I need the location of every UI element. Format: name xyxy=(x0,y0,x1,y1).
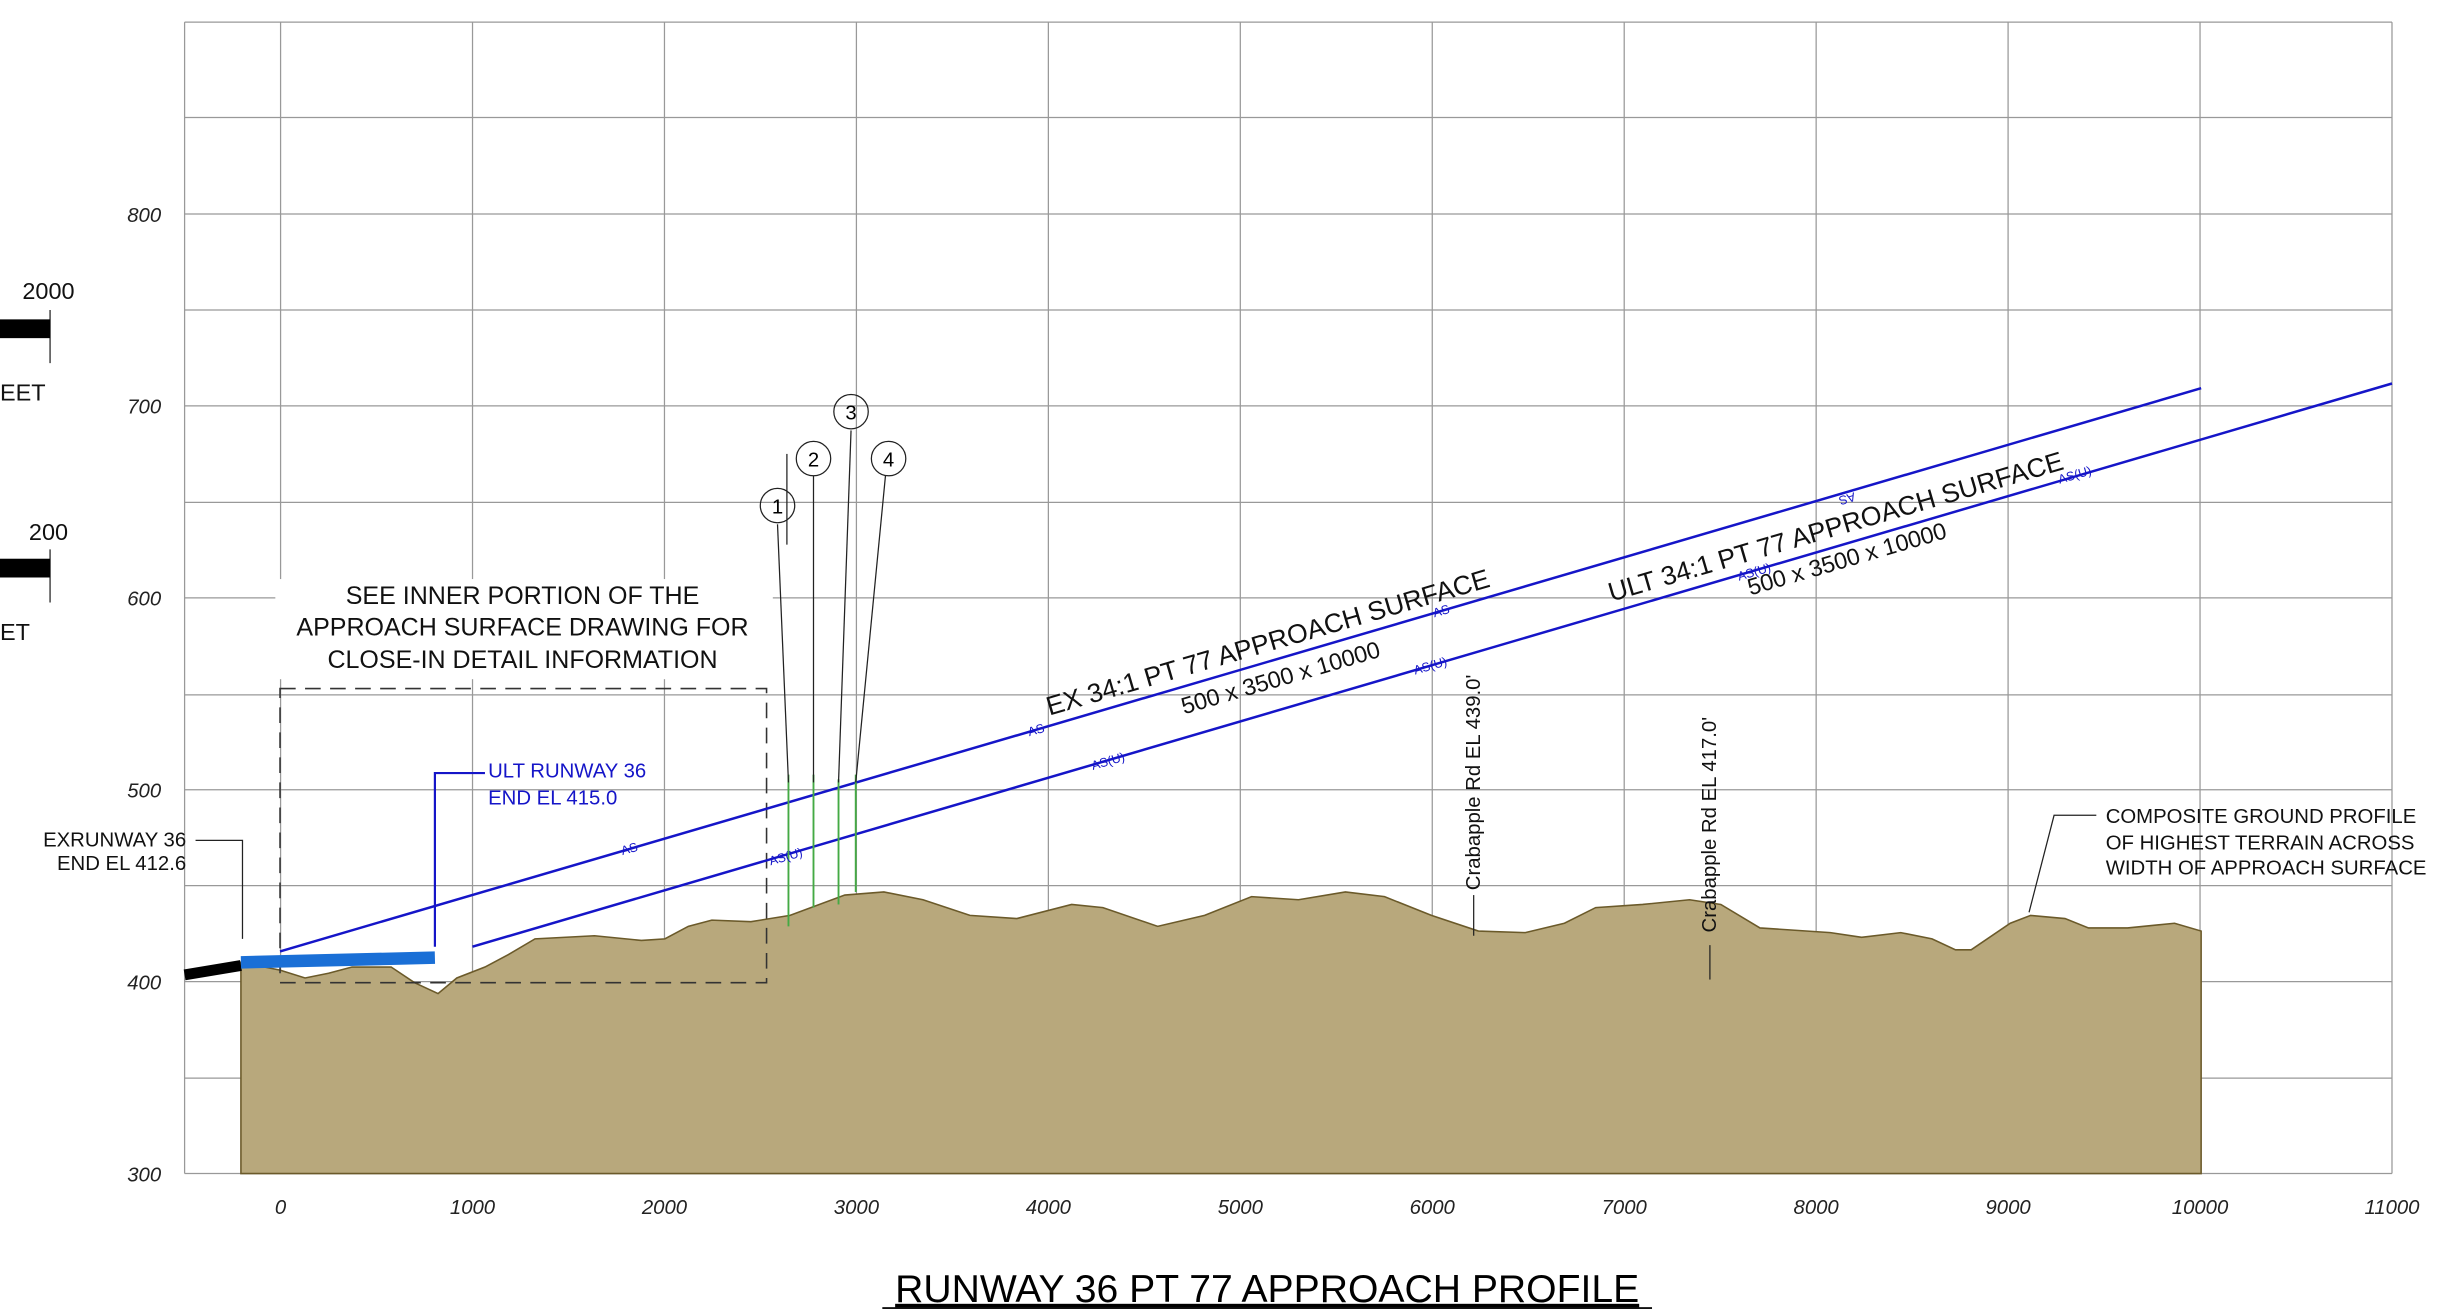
obstruction-bars xyxy=(787,774,857,927)
ult-runway xyxy=(240,951,436,969)
ground-label: COMPOSITE GROUND PROFILE xyxy=(2106,806,2417,828)
ult-runway-label: ULT RUNWAY 36 xyxy=(488,761,646,783)
x-tick-label: 9000 xyxy=(1985,1197,2031,1219)
note-line: CLOSE-IN DETAIL INFORMATION xyxy=(327,646,717,674)
ult-surface-label: ULT 34:1 PT 77 APPROACH SURFACE xyxy=(1605,446,2067,607)
scale-label: 200 xyxy=(29,519,68,545)
x-tick-label: 10000 xyxy=(2172,1197,2229,1219)
note-line: APPROACH SURFACE DRAWING FOR xyxy=(296,613,748,641)
y-tick-label: 700 xyxy=(127,397,162,419)
ex-runway xyxy=(183,960,242,981)
surface-tag: AS xyxy=(1837,489,1857,507)
scale-bar xyxy=(0,558,51,578)
crossing-label: Crabapple Rd EL 417.0' xyxy=(1699,717,1721,933)
x-tick-label: 0 xyxy=(275,1197,287,1219)
ex-runway-label: END EL 412.6 xyxy=(57,853,186,875)
ground-label: OF HIGHEST TERRAIN ACROSS xyxy=(2106,833,2415,855)
y-tick-label: 600 xyxy=(127,589,162,611)
note-bg xyxy=(275,579,773,680)
x-tick-label: 1000 xyxy=(450,1197,496,1219)
x-tick-label: 11000 xyxy=(2364,1197,2420,1219)
ult-runway-label: END EL 415.0 xyxy=(488,787,617,809)
surface-tag: AS(U) xyxy=(1090,750,1127,773)
ex-surface-label: EX 34:1 PT 77 APPROACH SURFACE xyxy=(1043,563,1493,721)
note-line: SEE INNER PORTION OF THE xyxy=(346,582,700,610)
surface-tag: AS(U) xyxy=(767,845,804,868)
x-tick-label: 5000 xyxy=(1218,1197,1264,1219)
ex-surface-line xyxy=(279,387,2202,953)
y-tick-label: 400 xyxy=(127,972,162,994)
surface-tag: AS(U) xyxy=(1412,654,1449,677)
y-tick-label: 800 xyxy=(127,205,162,227)
obstruction-number: 3 xyxy=(845,402,856,424)
x-tick-label: 7000 xyxy=(1602,1197,1648,1219)
ground-label: WIDTH OF APPROACH SURFACE xyxy=(2106,858,2427,880)
inner-box xyxy=(279,687,768,984)
title: RUNWAY 36 PT 77 APPROACH PROFILE xyxy=(895,1268,1639,1311)
x-tick-label: 8000 xyxy=(1794,1197,1840,1219)
x-tick-label: 3000 xyxy=(834,1197,880,1219)
y-tick-label: 500 xyxy=(127,781,162,803)
surface-tag: AS xyxy=(1431,602,1451,620)
obstruction-number: 4 xyxy=(883,449,894,471)
terrain xyxy=(240,891,2202,1175)
scale-unit: EET xyxy=(0,380,46,406)
scale-label: 2000 xyxy=(22,278,74,304)
scale-bar xyxy=(0,319,51,339)
surface-tag: AS xyxy=(1026,721,1046,739)
x-tick-label: 4000 xyxy=(1026,1197,1072,1219)
obstruction-number: 1 xyxy=(772,496,783,518)
ult-surface-line xyxy=(472,382,2393,948)
surface-tag: AS xyxy=(619,840,639,858)
obstruction-number: 2 xyxy=(808,449,819,471)
ex-runway-label: EXRUNWAY 36 xyxy=(43,830,186,852)
y-tick-label: 300 xyxy=(127,1164,162,1186)
x-tick-label: 2000 xyxy=(641,1197,688,1219)
x-tick-label: 6000 xyxy=(1410,1197,1456,1219)
scale-unit: ET xyxy=(0,619,30,645)
crossing-label: Crabapple Rd EL 439.0' xyxy=(1463,675,1485,891)
